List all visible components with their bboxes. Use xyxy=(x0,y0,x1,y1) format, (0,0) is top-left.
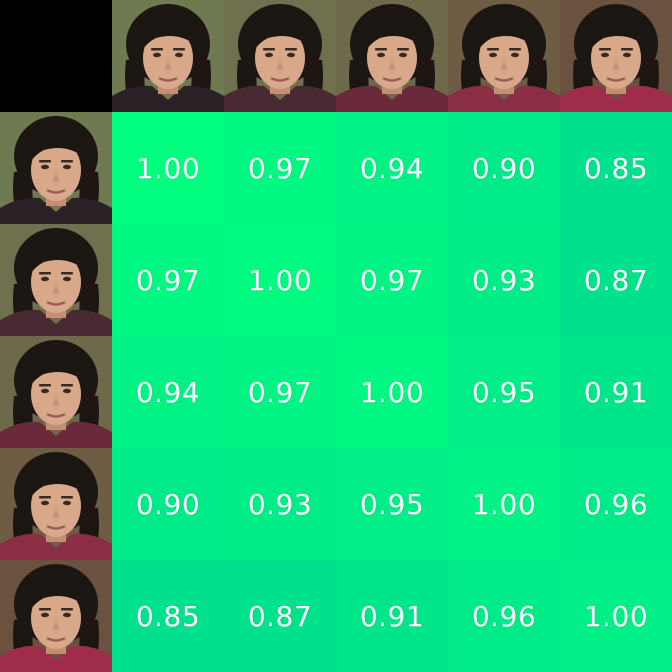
matrix-cell: 0.97 xyxy=(336,224,448,336)
matrix-cell: 0.87 xyxy=(224,560,336,672)
matrix-cell: 0.90 xyxy=(448,112,560,224)
matrix-cell: 0.91 xyxy=(336,560,448,672)
column-face-image-4 xyxy=(448,0,560,112)
matrix-cell: 0.93 xyxy=(448,224,560,336)
column-face-image-3 xyxy=(336,0,448,112)
matrix-cell: 0.95 xyxy=(336,448,448,560)
matrix-cell: 0.94 xyxy=(112,336,224,448)
row-face-image-4 xyxy=(0,448,112,560)
row-face-image-1 xyxy=(0,112,112,224)
column-face-image-2 xyxy=(224,0,336,112)
matrix-cell: 0.97 xyxy=(224,336,336,448)
matrix-cell: 1.00 xyxy=(560,560,672,672)
row-face-image-5 xyxy=(0,560,112,672)
matrix-cell: 1.00 xyxy=(112,112,224,224)
matrix-cell: 0.96 xyxy=(560,448,672,560)
row-face-image-2 xyxy=(0,224,112,336)
matrix-cell: 1.00 xyxy=(448,448,560,560)
column-face-image-1 xyxy=(112,0,224,112)
matrix-cell: 1.00 xyxy=(336,336,448,448)
matrix-cell: 0.95 xyxy=(448,336,560,448)
matrix-cell: 0.91 xyxy=(560,336,672,448)
matrix-cell: 0.90 xyxy=(112,448,224,560)
matrix-cell: 0.94 xyxy=(336,112,448,224)
row-face-image-3 xyxy=(0,336,112,448)
corner-blank xyxy=(0,0,112,112)
matrix-cell: 0.85 xyxy=(560,112,672,224)
matrix-cell: 0.87 xyxy=(560,224,672,336)
matrix-cell: 1.00 xyxy=(224,224,336,336)
matrix-cell: 0.93 xyxy=(224,448,336,560)
matrix-cell: 0.97 xyxy=(224,112,336,224)
matrix-cell: 0.85 xyxy=(112,560,224,672)
matrix-cell: 0.96 xyxy=(448,560,560,672)
column-face-image-5 xyxy=(560,0,672,112)
matrix-cell: 0.97 xyxy=(112,224,224,336)
